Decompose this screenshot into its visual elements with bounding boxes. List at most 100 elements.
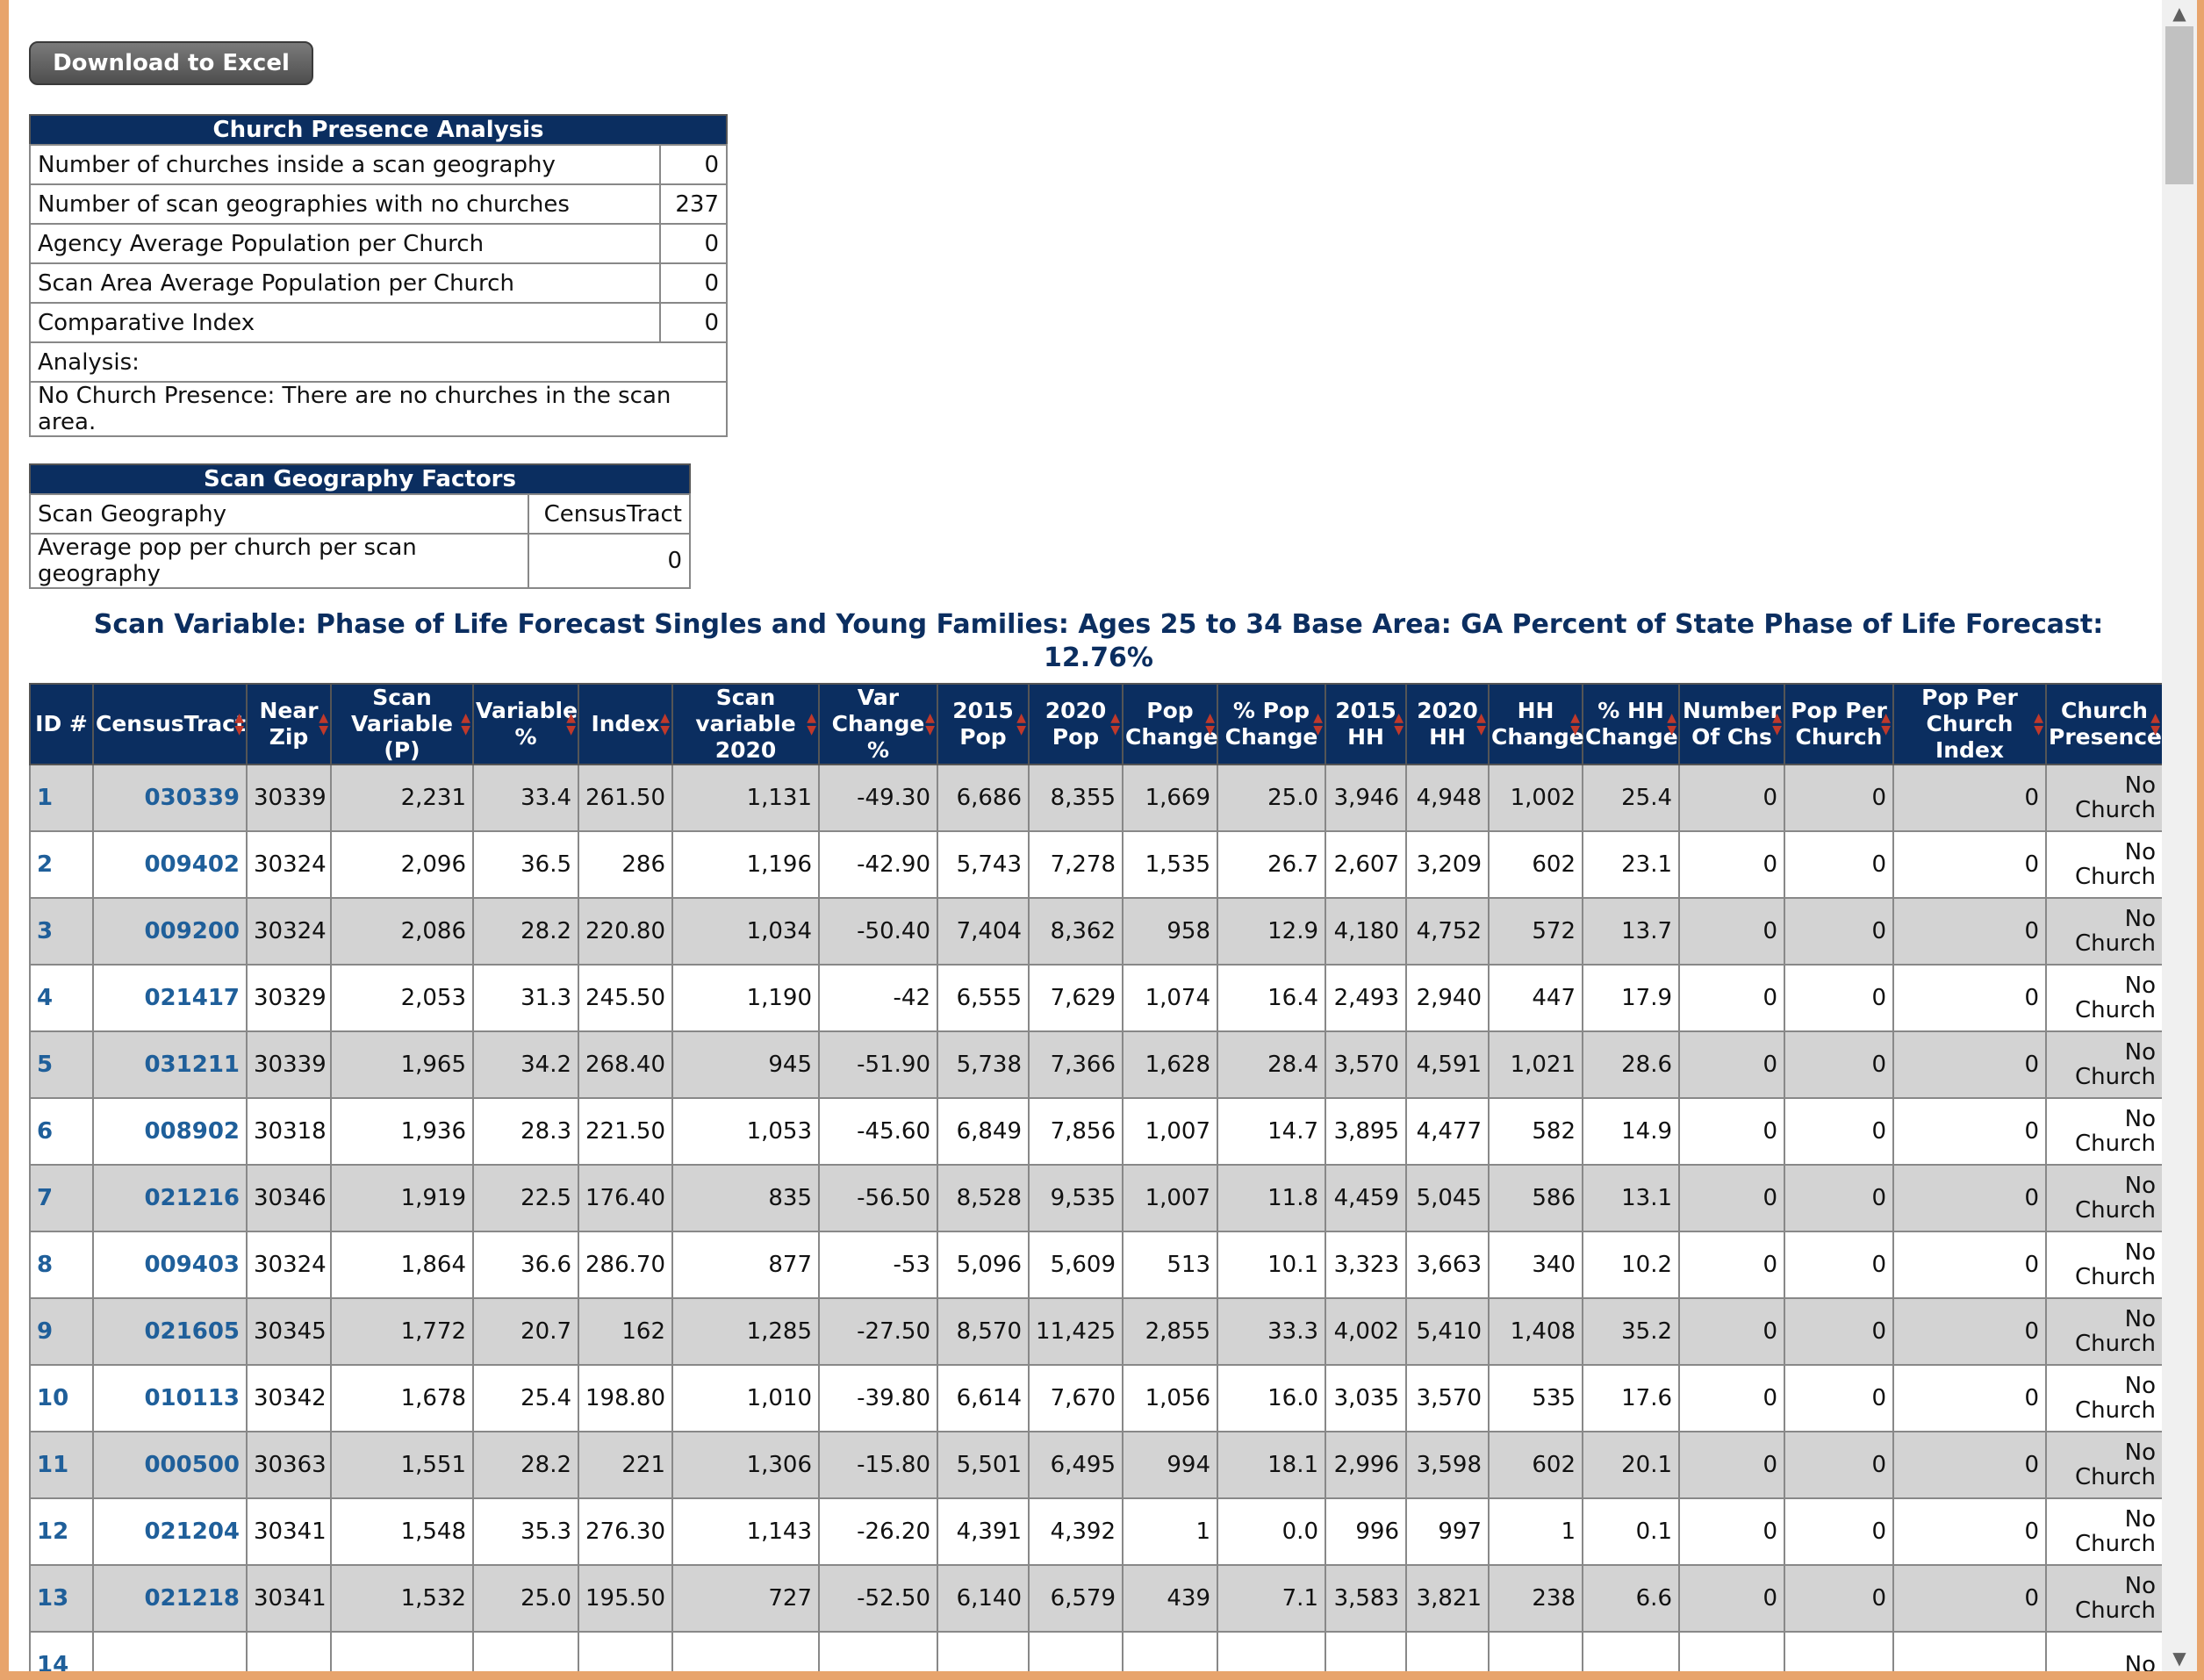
column-header-id[interactable]: ID # <box>29 683 94 765</box>
sort-arrows-icon[interactable]: ▲ ▼ <box>1110 711 1120 737</box>
census-tract-link[interactable]: 021605 <box>92 1297 248 1366</box>
table-cell: 1,408 <box>1488 1297 1583 1366</box>
table-cell: 6,555 <box>937 964 1030 1032</box>
scroll-up-arrow-icon[interactable]: ▲ <box>2172 3 2186 24</box>
sort-arrows-icon[interactable]: ▲ ▼ <box>1476 711 1486 737</box>
table-cell: 8,528 <box>937 1164 1030 1232</box>
table-cell: 0 <box>1892 1497 2047 1566</box>
column-header-hh-change[interactable]: HH Change ▲ ▼ <box>1488 683 1584 765</box>
table-cell <box>1028 1631 1124 1671</box>
scroll-down-arrow-icon[interactable]: ▼ <box>2172 1648 2186 1669</box>
table-cell <box>578 1631 673 1671</box>
sort-arrows-icon[interactable]: ▲ ▼ <box>660 711 670 737</box>
column-header-number-of-chs[interactable]: Number Of Chs ▲ ▼ <box>1678 683 1785 765</box>
download-to-excel-button[interactable]: Download to Excel <box>29 41 313 85</box>
column-header-2015-pop[interactable]: 2015 Pop ▲ ▼ <box>937 683 1030 765</box>
sort-arrows-icon[interactable]: ▲ ▼ <box>1570 711 1580 737</box>
scrollbar-thumb[interactable] <box>2165 26 2193 184</box>
column-header-2020-pop[interactable]: 2020 Pop ▲ ▼ <box>1028 683 1124 765</box>
table-cell: 6,849 <box>937 1097 1030 1166</box>
column-header-pop-change[interactable]: Pop Change ▲ ▼ <box>1122 683 1218 765</box>
table-cell: 4,948 <box>1405 764 1490 832</box>
census-tract-link[interactable]: 021218 <box>92 1564 248 1633</box>
sort-arrows-icon[interactable]: ▲ ▼ <box>319 711 328 737</box>
column-header-index[interactable]: Index ▲ ▼ <box>578 683 673 765</box>
sort-arrows-icon[interactable]: ▲ ▼ <box>1016 711 1026 737</box>
column-header-label: % Pop Change <box>1224 698 1318 750</box>
column-header-censustract[interactable]: CensusTract ▲ ▼ <box>92 683 248 765</box>
table-cell: 0 <box>1892 1564 2047 1633</box>
sort-arrows-icon[interactable]: ▲ ▼ <box>1394 711 1404 737</box>
table-cell: 10.1 <box>1217 1231 1326 1299</box>
near-zip-cell: 30339 <box>246 1030 332 1099</box>
table-cell: 1,196 <box>671 830 820 899</box>
analysis-row: Agency Average Population per Church 0 <box>29 223 728 264</box>
table-cell: 11,425 <box>1028 1297 1124 1366</box>
census-tract-link[interactable] <box>92 1631 248 1671</box>
census-tract-link[interactable]: 010113 <box>92 1364 248 1432</box>
table-cell: 23.1 <box>1582 830 1680 899</box>
column-header-hh-change[interactable]: % HH Change ▲ ▼ <box>1582 683 1680 765</box>
factor-row: Scan Geography CensusTract <box>29 493 691 535</box>
census-tract-link[interactable]: 000500 <box>92 1431 248 1499</box>
table-cell: 0 <box>1784 1030 1894 1099</box>
column-header-scan-variable-2020[interactable]: Scan variable 2020 ▲ ▼ <box>671 683 820 765</box>
sort-arrows-icon[interactable]: ▲ ▼ <box>1205 711 1215 737</box>
census-tract-link[interactable]: 031211 <box>92 1030 248 1099</box>
census-tract-link[interactable]: 021417 <box>92 964 248 1032</box>
table-cell: 0 <box>1892 1164 2047 1232</box>
sort-arrows-icon[interactable]: ▲ ▼ <box>461 711 470 737</box>
census-tract-link[interactable]: 021204 <box>92 1497 248 1566</box>
sort-arrows-icon[interactable]: ▲ ▼ <box>1313 711 1323 737</box>
near-zip-cell: 30324 <box>246 897 332 966</box>
table-cell: 2,996 <box>1325 1431 1407 1499</box>
analysis-row-label: Number of scan geographies with no churc… <box>29 183 661 225</box>
census-tract-link[interactable]: 008902 <box>92 1097 248 1166</box>
column-header-pop-per-church-index[interactable]: Pop Per Church Index ▲ ▼ <box>1892 683 2047 765</box>
page-viewport: Download to Excel Church Presence Analys… <box>9 0 2162 1671</box>
census-tract-link[interactable]: 021216 <box>92 1164 248 1232</box>
sort-arrows-icon[interactable]: ▲ ▼ <box>2034 711 2043 737</box>
column-header-2020-hh[interactable]: 2020 HH ▲ ▼ <box>1405 683 1490 765</box>
table-cell: 4,002 <box>1325 1297 1407 1366</box>
sort-arrows-icon[interactable]: ▲ ▼ <box>925 711 935 737</box>
table-cell: 36.6 <box>472 1231 579 1299</box>
sort-arrows-icon[interactable]: ▲ ▼ <box>1881 711 1891 737</box>
table-cell: 0.0 <box>1217 1497 1326 1566</box>
sort-arrows-icon[interactable]: ▲ ▼ <box>1772 711 1782 737</box>
column-header-var-change[interactable]: Var Change % ▲ ▼ <box>818 683 938 765</box>
table-cell: 198.80 <box>578 1364 673 1432</box>
table-cell: 238 <box>1488 1564 1583 1633</box>
table-cell: 25.4 <box>472 1364 579 1432</box>
table-cell: 0 <box>1784 1231 1894 1299</box>
sort-arrows-icon[interactable]: ▲ ▼ <box>2150 711 2160 737</box>
table-cell: 28.3 <box>472 1097 579 1166</box>
row-id: 13 <box>29 1564 94 1633</box>
column-header-label: Near Zip <box>259 698 319 750</box>
sort-arrows-icon[interactable]: ▲ ▼ <box>566 711 576 737</box>
sort-arrows-icon[interactable]: ▲ ▼ <box>1667 711 1676 737</box>
vertical-scrollbar[interactable]: ▲ ▼ <box>2162 0 2197 1671</box>
column-header-pop-change[interactable]: % Pop Change ▲ ▼ <box>1217 683 1326 765</box>
table-cell <box>1892 1631 2047 1671</box>
sort-arrows-icon[interactable]: ▲ ▼ <box>234 711 244 737</box>
column-header-2015-hh[interactable]: 2015 HH ▲ ▼ <box>1325 683 1407 765</box>
table-cell: 835 <box>671 1164 820 1232</box>
table-cell: -39.80 <box>818 1364 938 1432</box>
table-cell: 221 <box>578 1431 673 1499</box>
census-tract-link[interactable]: 009200 <box>92 897 248 966</box>
analysis-row-value: 0 <box>659 302 728 343</box>
table-cell: 0 <box>1784 1097 1894 1166</box>
sort-arrows-icon[interactable]: ▲ ▼ <box>807 711 816 737</box>
column-header-pop-per-church[interactable]: Pop Per Church ▲ ▼ <box>1784 683 1894 765</box>
table-cell: 3,035 <box>1325 1364 1407 1432</box>
table-row: 11 000500 30363 1,551 28.2 221 1,306 -15.80 5,50… <box>29 1431 2162 1499</box>
census-tract-link[interactable]: 030339 <box>92 764 248 832</box>
census-tract-link[interactable]: 009402 <box>92 830 248 899</box>
column-header-scan-variable-p[interactable]: Scan Variable (P) ▲ ▼ <box>330 683 474 765</box>
table-cell: 1,919 <box>330 1164 474 1232</box>
column-header-church-presence[interactable]: Church Presence ▲ ▼ <box>2045 683 2162 765</box>
census-tract-link[interactable]: 009403 <box>92 1231 248 1299</box>
column-header-near-zip[interactable]: Near Zip ▲ ▼ <box>246 683 332 765</box>
column-header-variable[interactable]: Variable % ▲ ▼ <box>472 683 579 765</box>
